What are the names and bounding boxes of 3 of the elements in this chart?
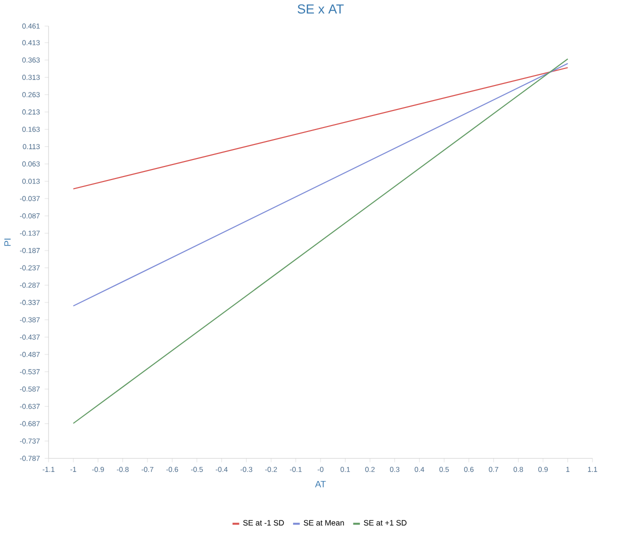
- x-axis-title: AT: [315, 480, 326, 488]
- chart-title: SE x AT: [298, 4, 344, 14]
- y-axis-title: PI: [4, 238, 11, 246]
